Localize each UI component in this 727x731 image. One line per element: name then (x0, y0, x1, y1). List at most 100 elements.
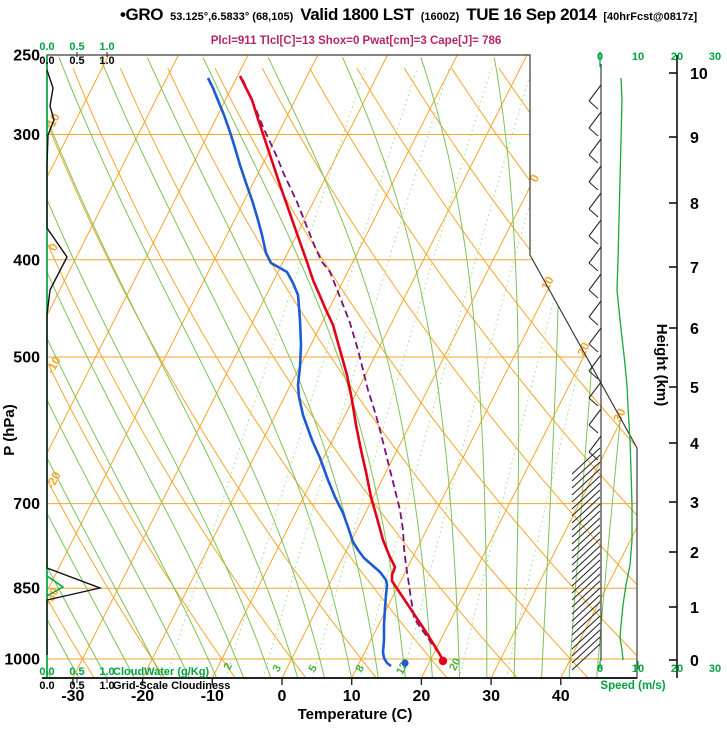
cloudwater-scale-top-label: 0.0 (39, 41, 54, 53)
mixing-ratio-line (359, 68, 533, 678)
dry-adiabat-line (47, 68, 166, 678)
height-axis-title: Height (km) (653, 324, 670, 407)
wind-barb-icon (588, 435, 602, 453)
wind-barb-icon (588, 100, 599, 110)
height-tick-label: 0 (690, 653, 699, 670)
wind-barb-icon (571, 622, 601, 650)
dry-adiabat-line (167, 67, 589, 678)
temperature-tick-label: 0 (278, 688, 287, 705)
moist-adiabat-line (47, 57, 299, 678)
wind-barb-icon (571, 503, 601, 531)
mixing-ratio-label: 2 (222, 661, 235, 672)
pressure-tick-label: 1000 (4, 652, 40, 669)
cloudwater-legend-label: CloudWater (g/Kg) (113, 666, 209, 678)
mixing-ratio-line (311, 68, 492, 678)
parcel-path-curve (242, 79, 444, 660)
wind-barb-icon (588, 208, 599, 218)
wind-barb-icon (588, 300, 602, 318)
temperature-tick-label: 10 (343, 688, 361, 705)
wind-barb-icon (588, 219, 602, 237)
gridscale-cloudiness-legend-label: Grid-Scale Cloudiness (113, 680, 230, 692)
wind-barb-icon (571, 601, 601, 629)
cloudiness-scale-top-label: 0.5 (69, 55, 84, 67)
speed-scale-bottom-label: 30 (709, 663, 721, 675)
gridscale-cloudiness-profile (46, 69, 103, 655)
wind-barb-icon (588, 111, 602, 129)
cloudwater-scale-bottom-label: 0.0 (39, 666, 54, 678)
cloudiness-scale-bottom-label: 1.0 (99, 680, 114, 692)
cloudwater-scale-top-label: 1.0 (99, 41, 114, 53)
mixing-ratio-label: 20 (447, 656, 463, 672)
isotherm-line (490, 55, 637, 678)
wind-barb-icon (588, 262, 599, 272)
valid-date-label: TUE 16 Sep 2014 (466, 5, 597, 24)
speed-scale-top-label: 20 (671, 51, 683, 63)
speed-scale-top-label: 30 (709, 51, 721, 63)
wind-barb-icon (588, 343, 599, 353)
wind-barb-icon (571, 517, 601, 545)
moist-adiabat-line (47, 57, 218, 678)
moist-adiabat-line (47, 57, 163, 678)
moist-adiabat-line (58, 57, 326, 678)
wind-barb-icon (571, 454, 601, 482)
height-tick-label: 8 (690, 196, 699, 213)
wind-barb-icon (571, 531, 601, 559)
pressure-tick-label: 700 (13, 496, 40, 513)
mixing-ratio-line (262, 68, 450, 678)
moist-adiabat-line (267, 57, 433, 678)
cloudiness-scale-top-label: 0.0 (39, 55, 54, 67)
wind-barb-icon (571, 524, 601, 552)
cloudiness-scale-bottom-label: 0.5 (69, 680, 84, 692)
wind-barb-icon (571, 545, 601, 573)
height-tick-label: 5 (690, 380, 699, 397)
wind-barb-icon (571, 475, 601, 503)
height-tick-label: 4 (690, 436, 699, 453)
wind-barb-icon (588, 235, 599, 245)
mixing-ratio-label: 8 (354, 663, 367, 674)
wind-barb-icon (571, 468, 601, 496)
pressure-tick-label: 400 (13, 252, 40, 269)
wind-barb-icon (588, 354, 602, 372)
chart-title: •GRO 53.125°,6.5833° (68,105) Valid 1800… (0, 5, 727, 25)
isotherm-line (47, 55, 110, 678)
mixing-ratio-label: 3 (271, 663, 284, 674)
wind-barb-icon (588, 138, 602, 156)
dry-adiabat-line (119, 67, 519, 678)
wind-barb-icon (571, 636, 601, 664)
station-id: •GRO (120, 5, 164, 24)
dewpoint-curve (206, 77, 392, 668)
wind-barb-icon (588, 408, 602, 426)
wind-barb-icon (571, 608, 601, 636)
dry-adiabat-line (72, 68, 448, 678)
moist-adiabat-line (99, 57, 352, 678)
wind-barb-icon (571, 594, 601, 622)
cloudwater-scale-bottom-label: 0.5 (69, 666, 84, 678)
wind-barb-icon (588, 246, 602, 264)
moist-adiabat-line (47, 57, 245, 678)
surface-dewpoint-dot (401, 659, 409, 667)
moist-adiabat-line (342, 57, 460, 678)
mixing-ratio-line (225, 68, 418, 678)
isotherm-edge-label: 30 (610, 406, 629, 425)
wind-barb-icon (588, 165, 602, 183)
moist-adiabat-line (47, 57, 190, 678)
moist-adiabat-line (47, 57, 108, 678)
stability-indices-line: Plcl=911 Tlcl[C]=13 Shox=0 Pwat[cm]=3 Ca… (210, 35, 502, 47)
isotherm-line (47, 55, 249, 678)
temperature-tick-label: -30 (61, 688, 84, 705)
wind-barb-icon (571, 566, 601, 594)
wind-barb-icon (571, 615, 601, 643)
wind-barb-icon (571, 587, 601, 615)
dry-adiabat-line (309, 67, 637, 678)
temperature-tick-label: 30 (482, 688, 500, 705)
wind-barb-icon (571, 552, 601, 580)
wind-barb-icon (571, 559, 601, 587)
surface-temperature-dot (438, 656, 448, 666)
moist-adiabat-line (146, 57, 379, 678)
isotherm-line (560, 55, 637, 678)
pressure-tick-label: 850 (13, 581, 40, 598)
